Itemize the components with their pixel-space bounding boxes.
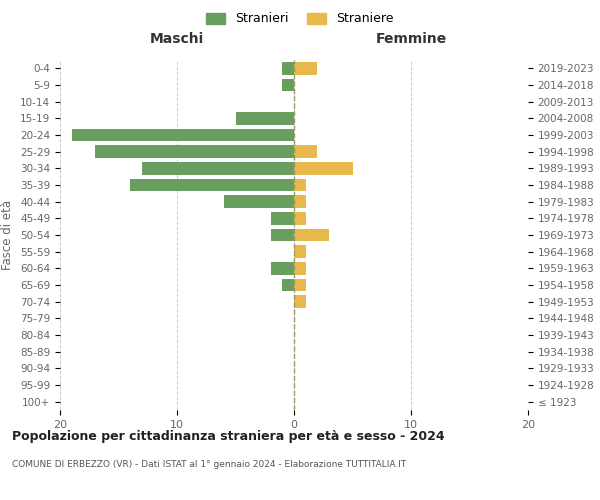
Legend: Stranieri, Straniere: Stranieri, Straniere [200,6,400,32]
Bar [224,196,294,208]
Bar [142,162,294,174]
Bar [294,262,306,274]
Bar [283,62,294,74]
Text: Maschi: Maschi [150,32,204,46]
Text: COMUNE DI ERBEZZO (VR) - Dati ISTAT al 1° gennaio 2024 - Elaborazione TUTTITALIA: COMUNE DI ERBEZZO (VR) - Dati ISTAT al 1… [12,460,406,469]
Bar [283,279,294,291]
Bar [294,162,353,174]
Bar [235,112,294,124]
Bar [271,262,294,274]
Bar [271,212,294,224]
Y-axis label: Fasce di età: Fasce di età [1,200,14,270]
Bar [130,179,294,192]
Bar [283,79,294,92]
Bar [294,246,306,258]
Text: Popolazione per cittadinanza straniera per età e sesso - 2024: Popolazione per cittadinanza straniera p… [12,430,445,443]
Bar [294,146,317,158]
Bar [72,129,294,141]
Bar [294,196,306,208]
Bar [294,229,329,241]
Bar [271,229,294,241]
Bar [294,62,317,74]
Bar [294,279,306,291]
Bar [294,212,306,224]
Bar [294,179,306,192]
Bar [95,146,294,158]
Bar [294,296,306,308]
Text: Femmine: Femmine [376,32,446,46]
